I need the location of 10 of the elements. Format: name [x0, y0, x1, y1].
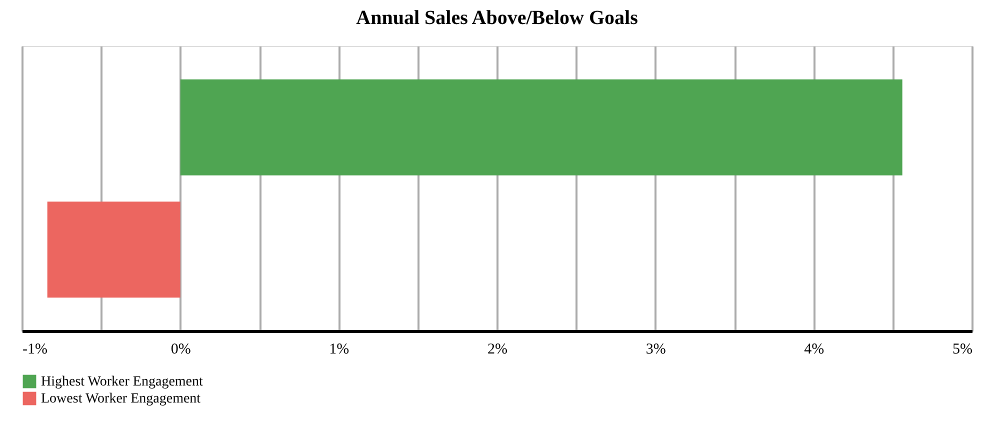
x-tick-label: 3% — [646, 342, 666, 358]
chart-title: Annual Sales Above/Below Goals — [356, 7, 638, 29]
x-tick-label: 0% — [170, 342, 191, 358]
x-tick-label: -1% — [22, 342, 48, 358]
x-tick-label: 4% — [804, 342, 824, 358]
legend-label: Lowest Worker Engagement — [41, 392, 201, 406]
x-tick-label: 2% — [488, 342, 508, 358]
x-tick-label: 1% — [329, 342, 350, 358]
legend-label: Highest Worker Engagement — [41, 374, 204, 390]
x-tick-label: 5% — [952, 342, 972, 358]
